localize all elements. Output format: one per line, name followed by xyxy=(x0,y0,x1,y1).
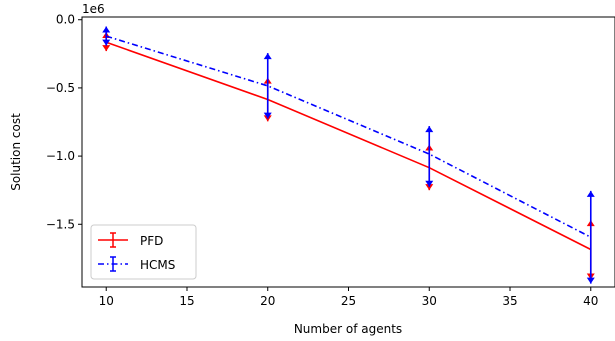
axes: 10 15 20 25 30 35 40 0.0 −0.5 −1.0 −1.5 xyxy=(46,13,599,308)
legend-label-hcms: HCMS xyxy=(140,258,175,272)
legend-label-pfd: PFD xyxy=(140,234,163,248)
legend-entry-hcms: HCMS xyxy=(98,256,175,272)
errorbar-upper-arrow-hcms xyxy=(263,53,272,60)
errorbar-upper-arrow-hcms xyxy=(586,190,595,197)
legend-entry-pfd: PFD xyxy=(98,232,163,248)
y-tick-label: 0.0 xyxy=(56,13,75,27)
x-tick-label: 30 xyxy=(422,294,437,308)
series-line-pfd xyxy=(105,41,592,251)
errorbar-lower-arrow-hcms xyxy=(586,277,595,284)
y-offset-text: 1e6 xyxy=(82,2,105,16)
errorbar-lower-arrow-pfd xyxy=(425,184,434,191)
errorbar-lower-arrow-hcms xyxy=(263,112,272,119)
x-tick-label: 20 xyxy=(260,294,275,308)
y-tick-label: −1.5 xyxy=(46,217,75,231)
x-tick-label: 40 xyxy=(583,294,598,308)
y-axis-label: Solution cost xyxy=(9,113,23,191)
errorbar-upper-arrow-hcms xyxy=(425,126,434,133)
legend: PFD HCMS xyxy=(90,224,197,280)
x-tick-label: 25 xyxy=(341,294,356,308)
errorbar-lower-arrow-hcms xyxy=(425,180,434,187)
x-axis-label: Number of agents xyxy=(294,322,402,336)
errorbar-lower-arrow-pfd xyxy=(102,45,111,52)
errorbar-lower-arrow-hcms xyxy=(102,39,111,46)
legend-box xyxy=(90,224,197,280)
y-tick-label: −0.5 xyxy=(46,81,75,95)
errorbar-upper-arrow-hcms xyxy=(102,26,111,33)
series-line-hcms xyxy=(105,35,592,238)
x-tick-label: 10 xyxy=(99,294,114,308)
plot-area xyxy=(102,26,595,284)
x-tick-label: 15 xyxy=(179,294,194,308)
x-tick-label: 35 xyxy=(502,294,517,308)
y-tick-label: −1.0 xyxy=(46,149,75,163)
